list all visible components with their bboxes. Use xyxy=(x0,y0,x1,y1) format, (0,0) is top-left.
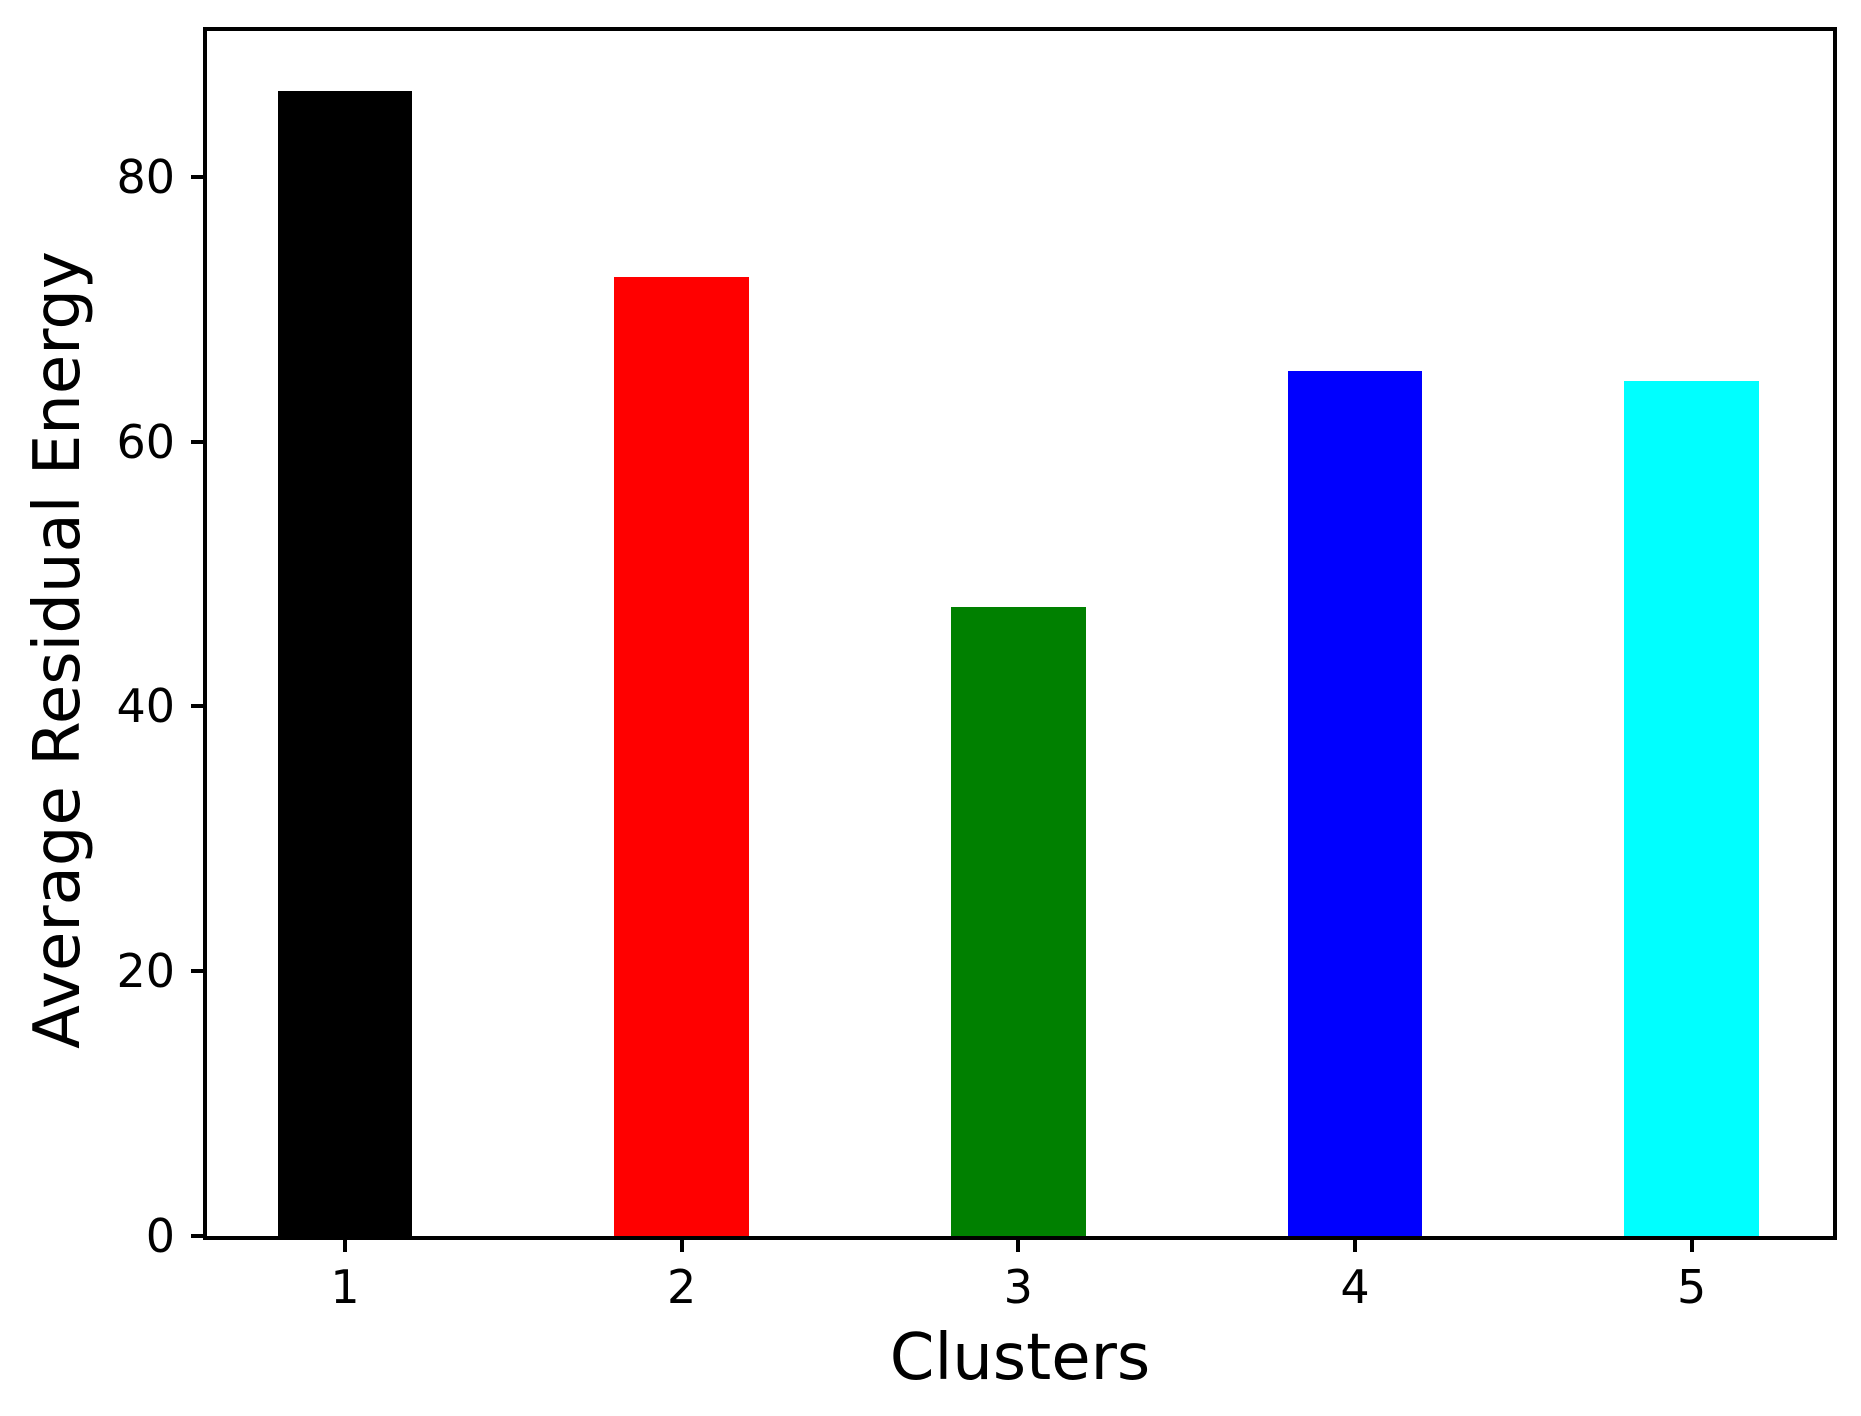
y-tick-mark xyxy=(191,969,207,974)
x-tick-mark xyxy=(343,1236,348,1252)
y-tick-label: 20 xyxy=(116,944,175,999)
y-tick-label: 80 xyxy=(116,149,175,204)
bars-layer xyxy=(207,31,1833,1236)
x-tick-mark xyxy=(1352,1236,1357,1252)
y-tick-label: 40 xyxy=(116,679,175,734)
bar-cluster-3 xyxy=(950,607,1086,1236)
y-tick-label: 60 xyxy=(116,414,175,469)
bar-cluster-5 xyxy=(1624,380,1759,1236)
y-tick-mark xyxy=(191,174,207,179)
x-tick-label: 1 xyxy=(330,1260,360,1314)
y-tick-mark xyxy=(191,704,207,709)
y-tick-mark xyxy=(191,1234,207,1238)
x-tick-label: 5 xyxy=(1676,1260,1707,1314)
x-tick-label: 3 xyxy=(1003,1260,1033,1314)
y-tick-mark xyxy=(191,439,207,444)
x-tick-mark xyxy=(1689,1236,1694,1252)
x-tick-mark xyxy=(679,1236,684,1252)
x-tick-label: 4 xyxy=(1340,1260,1370,1314)
x-tick-label: 2 xyxy=(667,1260,697,1314)
bar-cluster-1 xyxy=(277,90,413,1236)
x-tick-mark xyxy=(1016,1236,1021,1252)
y-axis: 0 20 40 60 80 xyxy=(116,31,1833,1259)
y-tick-label: 0 xyxy=(145,1209,175,1263)
x-axis-label: Clusters xyxy=(889,1321,1151,1395)
y-axis-label: Average Residual Energy xyxy=(21,251,95,1049)
bar-cluster-2 xyxy=(614,277,749,1236)
bar-cluster-4 xyxy=(1287,371,1423,1236)
